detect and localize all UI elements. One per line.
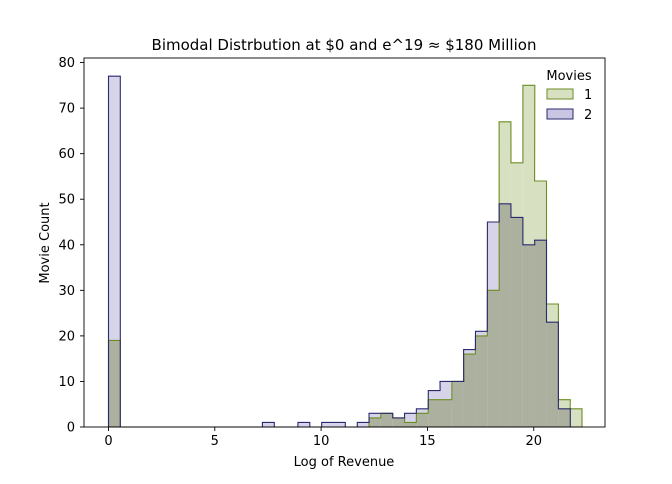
overlap-bin-bar [451, 381, 464, 427]
x-tick-label: 0 [104, 434, 112, 449]
x-tick-label: 10 [313, 434, 330, 449]
overlap-bin-bar [416, 413, 429, 427]
y-tick-label: 0 [67, 421, 75, 436]
series-2-bin-bar [333, 422, 346, 427]
overlap-bin-bar [475, 335, 488, 427]
overlap-bin-bar [440, 399, 452, 427]
series-2-bin-bar [357, 422, 370, 427]
series-1-step-outline [107, 84, 583, 427]
overlap-bin-bar [108, 340, 121, 427]
series-2-bin-bar [297, 422, 310, 427]
overlap-bin-bar [522, 244, 535, 427]
legend-swatch-series-2 [546, 108, 574, 120]
series-2-bin-bar [262, 422, 275, 427]
legend-title: Movies [546, 69, 591, 84]
y-tick-label: 20 [58, 329, 75, 344]
y-axis-label: Movie Count [38, 202, 53, 283]
series-2-bin-bar [321, 422, 334, 427]
axes-frame [83, 57, 606, 428]
overlap-bin-bar [487, 290, 500, 427]
series-2-step-outline [107, 75, 571, 427]
y-tick-label: 30 [58, 284, 75, 299]
axes: 0 5 10 15 20 0 10 20 30 40 50 60 70 80 [58, 56, 606, 449]
x-axis-label: Log of Revenue [294, 455, 395, 470]
y-tick-label: 40 [58, 238, 75, 253]
chart-title: Bimodal Distrbution at $0 and e^19 ≈ $18… [152, 36, 537, 54]
y-tick-label: 60 [58, 147, 75, 162]
overlap-bin-bar [428, 399, 441, 427]
y-tick-label: 50 [58, 193, 75, 208]
overlap-bin-bar [546, 322, 559, 427]
legend-label-series-1: 1 [584, 88, 592, 103]
x-tick-label: 5 [211, 434, 219, 449]
overlap-bin-bar [404, 422, 417, 427]
overlap-bin-bar [558, 408, 571, 427]
overlap-bin-bar [392, 417, 405, 427]
series-1-bin-bar [570, 408, 582, 427]
series-2-bin-bar [404, 413, 417, 427]
x-tick-label: 15 [419, 434, 436, 449]
overlap-bin-bar [369, 417, 381, 427]
legend-label-series-2: 2 [584, 108, 592, 123]
y-tick-label: 70 [58, 102, 75, 117]
overlap-bin-bar [499, 203, 511, 427]
legend-swatch-series-1 [546, 88, 574, 100]
overlap-bin-bar [463, 354, 476, 427]
y-tick-label: 80 [58, 56, 75, 71]
series-2-bin-bar [108, 76, 121, 427]
legend: Movies 1 2 [540, 64, 598, 128]
y-tick-label: 10 [58, 375, 75, 390]
plot-area [107, 75, 583, 428]
overlap-bin-bar [511, 217, 523, 427]
overlap-bin-bar [534, 240, 547, 427]
overlap-bin-bar [380, 413, 393, 427]
x-tick-label: 20 [525, 434, 542, 449]
